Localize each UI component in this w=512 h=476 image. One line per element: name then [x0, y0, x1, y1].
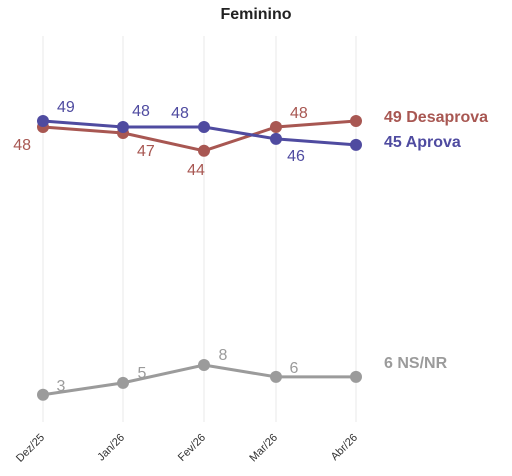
end-labels: 49 Desaprova 45 Aprova 6 NS/NR	[384, 109, 488, 372]
series-layer	[37, 115, 362, 401]
x-tick-label: Dez/25	[14, 432, 47, 465]
x-axis-ticks: Dez/25 Jan/26 Fev/26 Mar/26 Abr/26	[14, 432, 360, 465]
data-point-ns-nr	[198, 359, 210, 371]
x-tick-label: Abr/26	[329, 432, 360, 463]
end-label-desaprova: 49 Desaprova	[384, 109, 488, 126]
data-label-desaprova: 47	[137, 143, 155, 160]
data-label-ns-nr: 5	[138, 365, 147, 382]
data-label-aprova: 46	[287, 148, 305, 165]
end-label-ns-nr: 6 NS/NR	[384, 355, 448, 372]
series-desaprova	[37, 115, 362, 157]
data-point-aprova	[270, 132, 282, 145]
data-label-desaprova: 44	[187, 162, 205, 179]
data-label-desaprova: 48	[290, 105, 308, 122]
data-label-aprova: 48	[171, 105, 189, 122]
data-point-desaprova	[198, 144, 210, 157]
data-label-desaprova: 48	[13, 137, 31, 154]
data-labels: 48 47 44 48 49 48 48 46 3 5 8 6	[13, 99, 308, 395]
series-aprova	[37, 115, 362, 151]
x-tick-label: Mar/26	[247, 432, 280, 465]
data-point-desaprova	[270, 121, 282, 133]
data-point-ns-nr	[37, 388, 49, 401]
data-label-aprova: 49	[57, 99, 75, 116]
data-point-ns-nr	[350, 370, 362, 383]
data-point-aprova	[198, 121, 210, 133]
x-tick-label: Jan/26	[95, 432, 127, 464]
data-label-aprova: 48	[132, 103, 150, 120]
data-label-ns-nr: 6	[290, 360, 299, 377]
x-tick-label: Fev/26	[176, 432, 208, 464]
data-point-desaprova	[350, 115, 362, 128]
series-line-ns-nr	[42, 363, 356, 397]
data-label-ns-nr: 8	[219, 347, 228, 364]
chart-title: Feminino	[220, 6, 292, 23]
gridlines	[42, 36, 357, 422]
data-point-ns-nr	[270, 370, 282, 383]
data-point-aprova	[117, 121, 129, 133]
data-label-ns-nr: 3	[57, 378, 66, 395]
data-point-aprova	[37, 115, 49, 128]
end-label-aprova: 45 Aprova	[384, 134, 461, 151]
data-point-ns-nr	[117, 376, 129, 389]
series-ns-nr	[37, 359, 362, 401]
data-point-aprova	[350, 138, 362, 151]
